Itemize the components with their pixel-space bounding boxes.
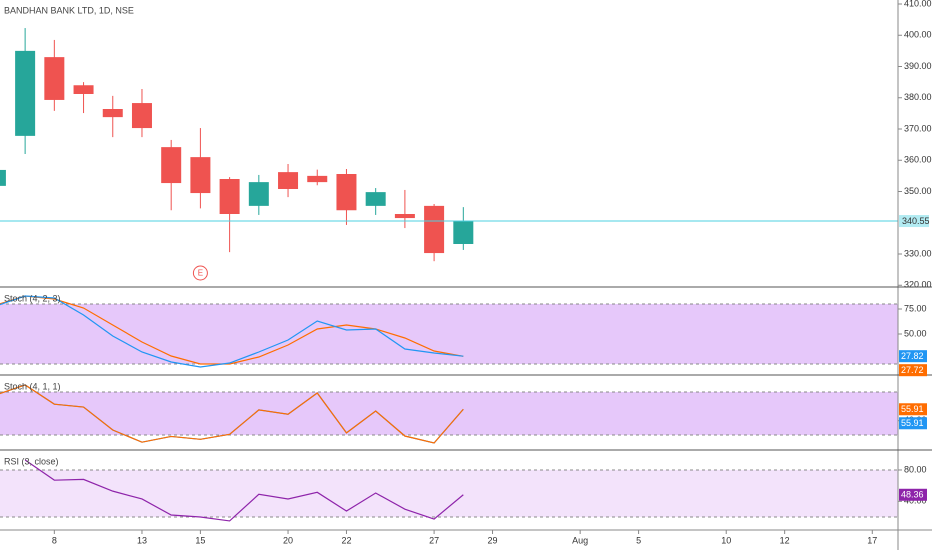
pane-title: RSI (3, close)	[4, 456, 59, 466]
candle-body	[190, 157, 211, 194]
value-label-box	[899, 417, 927, 430]
candle-body	[365, 192, 386, 206]
pane	[0, 459, 898, 522]
candle-body	[394, 214, 415, 219]
value-label: 55.91	[901, 404, 924, 414]
indicator-line	[24, 459, 464, 522]
value-label: 27.72	[901, 365, 924, 375]
candle-body	[73, 85, 94, 94]
x-tick-label: 29	[488, 535, 498, 545]
indicator-line	[0, 384, 464, 444]
x-tick-label: 22	[341, 535, 351, 545]
candle-body	[307, 175, 328, 183]
value-label: 55.91	[901, 418, 924, 428]
y-tick-label: 80.00	[904, 464, 927, 474]
x-tick-label: 5	[636, 535, 641, 545]
value-label-box	[899, 403, 927, 416]
y-tick-label: 350.00	[904, 186, 932, 196]
x-tick-label: 15	[195, 535, 205, 545]
value-label-box	[899, 364, 927, 377]
y-tick-label: 360.00	[904, 155, 932, 165]
y-tick-label: 75.00	[904, 303, 927, 313]
x-tick-label: 8	[52, 535, 57, 545]
value-label-box	[899, 488, 927, 501]
x-tick-label: 20	[283, 535, 293, 545]
pane-title: BANDHAN BANK LTD, 1D, NSE	[4, 5, 134, 15]
event-label: E	[198, 269, 203, 278]
indicator-line	[0, 295, 464, 368]
candle-body	[131, 103, 152, 129]
value-label-box	[899, 350, 927, 363]
y-tick-label: 320.00	[904, 280, 932, 290]
candle-body	[102, 109, 123, 118]
candle-body	[44, 57, 65, 100]
y-tick-label: 50.00	[904, 328, 927, 338]
x-tick-label: 10	[721, 535, 731, 545]
band-fill	[0, 469, 898, 517]
candle-body	[453, 221, 474, 244]
y-tick-label: 330.00	[904, 248, 932, 258]
candle-body	[15, 50, 36, 136]
candle-body	[161, 147, 182, 184]
pane-title: Stoch (4, 1, 1)	[4, 381, 61, 391]
y-tick-label: 400.00	[904, 30, 932, 40]
candle-body	[219, 179, 240, 214]
x-tick-label: 13	[137, 535, 147, 545]
y-tick-label: 410.00	[904, 0, 932, 8]
candle-body	[278, 172, 299, 189]
x-tick-label: 17	[867, 535, 877, 545]
pane	[0, 384, 898, 444]
band-fill	[0, 391, 898, 436]
pane: E	[0, 28, 898, 281]
value-label: 27.82	[901, 351, 924, 361]
indicator-line	[0, 295, 464, 365]
pane-title: Stoch (4, 2, 3)	[4, 293, 61, 303]
candle-body	[248, 182, 269, 206]
candle-body	[424, 205, 445, 254]
x-tick-label: 12	[780, 535, 790, 545]
event-marker	[192, 265, 208, 281]
x-tick-label: 27	[429, 535, 439, 545]
y-tick-label: 390.00	[904, 61, 932, 71]
candle-body	[0, 169, 6, 186]
y-tick-label: 370.00	[904, 123, 932, 133]
y-tick-label: 380.00	[904, 92, 932, 102]
candle-body	[336, 174, 357, 211]
value-label: 48.36	[901, 490, 924, 500]
x-tick-label: Aug	[572, 535, 588, 545]
price-label: 340.55	[902, 216, 930, 226]
pane	[0, 295, 898, 368]
price-label-box	[899, 215, 929, 228]
